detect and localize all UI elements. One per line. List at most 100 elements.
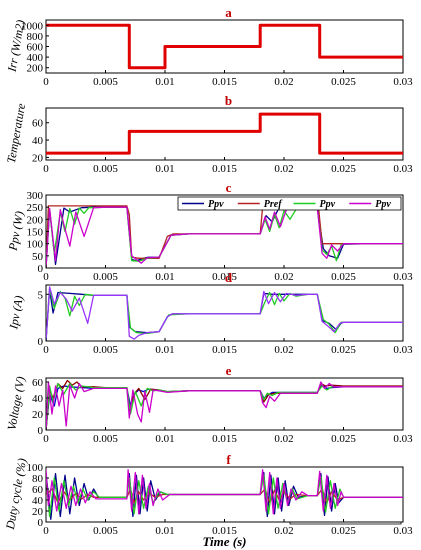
x-tick-label: 0.015 <box>212 344 237 356</box>
x-tick-label: 0 <box>43 433 49 445</box>
series-group <box>46 286 403 341</box>
y-tick-label: 300 <box>27 190 44 202</box>
legend-label: Ppv <box>208 199 224 210</box>
y-tick-label: 80 <box>32 473 44 485</box>
series-line-3 <box>46 381 403 430</box>
x-tick-label: 0 <box>43 271 49 283</box>
y-tick-label: 20 <box>32 409 44 421</box>
x-tick-label: 0.03 <box>393 76 413 88</box>
y-axis-label: Ppv (W) <box>6 210 27 252</box>
x-tick-label: 0.02 <box>274 76 293 88</box>
y-tick-label: 100 <box>27 462 44 474</box>
x-tick-label: 0.005 <box>93 163 118 175</box>
x-tick-label: 0.03 <box>393 271 413 283</box>
panel-title: e <box>226 363 232 378</box>
legend-label: Ppv <box>320 199 336 210</box>
x-tick-label: 0.025 <box>331 163 356 175</box>
y-tick-label: 20 <box>32 152 44 164</box>
y-tick-label: 50 <box>32 251 44 263</box>
x-tick-label: 0.03 <box>393 344 413 356</box>
x-tick-label: 0.03 <box>393 525 413 537</box>
panel-title: b <box>225 93 232 108</box>
series-line-3 <box>46 469 403 515</box>
y-axis-label: Duty cycle (%) <box>3 457 29 531</box>
panel-a: a 0 0.005 0.01 0.015 0.02 0.025 0.03 20040060080… <box>4 5 413 88</box>
x-tick-label: 0.01 <box>155 163 174 175</box>
y-tick-label: 0 <box>38 336 44 348</box>
x-tick-label: 0 <box>43 525 49 537</box>
x-tick-label: 0 <box>43 76 49 88</box>
panel-title: a <box>225 5 232 20</box>
series-group <box>46 112 403 155</box>
y-tick-label: 100 <box>27 239 44 251</box>
y-tick-label: 40 <box>32 135 44 147</box>
y-tick-label: 40 <box>32 393 44 405</box>
x-tick-label: 0 <box>43 163 49 175</box>
legend-label: Ppv <box>375 199 391 210</box>
x-tick-label: 0.015 <box>212 76 237 88</box>
y-tick-label: 600 <box>27 42 44 54</box>
y-tick-label: 800 <box>27 31 44 43</box>
x-tick-label: 0.01 <box>155 271 174 283</box>
x-tick-label: 0.02 <box>274 433 293 445</box>
panel-d: d 0 0.005 0.01 0.015 0.02 0.025 0.03 0 5 Ipv (A) <box>6 270 413 356</box>
x-tick-label: 0.025 <box>331 433 356 445</box>
panel-b: b 0 0.005 0.01 0.015 0.02 0.025 0.03 20 40 60 Tempe… <box>4 93 413 175</box>
y-tick-label: 150 <box>27 227 44 239</box>
series-line-0 <box>46 112 403 155</box>
x-tick-label: 0.025 <box>331 271 356 283</box>
x-tick-label: 0.015 <box>212 433 237 445</box>
x-tick-label: 0.025 <box>331 76 356 88</box>
y-tick-label: 200 <box>27 63 44 75</box>
x-tick-label: 0 <box>43 344 49 356</box>
y-tick-label: 0 <box>38 263 44 275</box>
y-tick-label: 1000 <box>21 20 44 32</box>
legend-box <box>177 196 402 211</box>
x-tick-label: 0.01 <box>155 433 174 445</box>
x-tick-label: 0.01 <box>155 525 174 537</box>
series-group <box>46 23 403 70</box>
x-tick-label: 0.02 <box>274 271 293 283</box>
x-tick-label: 0.03 <box>393 433 413 445</box>
series-group <box>46 469 403 520</box>
panel-f: f0 0.005 0.01 0.015 0.02 0.025 0.0302040608010… <box>3 452 413 549</box>
x-tick-label: 0.01 <box>155 76 174 88</box>
y-tick-label: 60 <box>32 377 44 389</box>
x-tick-label: 0.02 <box>274 344 293 356</box>
y-tick-label: 0 <box>38 517 44 529</box>
x-tick-label: 0.005 <box>93 76 118 88</box>
x-tick-label: 0.01 <box>155 344 174 356</box>
panel-title: c <box>226 180 232 195</box>
plot-frame <box>45 107 404 161</box>
legend-label: Pref <box>264 199 283 210</box>
x-tick-label: 0.025 <box>331 344 356 356</box>
y-tick-label: 60 <box>32 484 44 496</box>
x-tick-label: 0.025 <box>331 525 356 537</box>
y-tick-label: 250 <box>27 202 44 214</box>
series-line-2 <box>46 286 403 341</box>
panel-title: f <box>226 452 231 467</box>
x-tick-label: 0.005 <box>93 271 118 283</box>
x-tick-label: 0.015 <box>212 525 237 537</box>
panel-title: d <box>225 270 233 285</box>
series-group <box>46 205 403 268</box>
x-tick-label: 0.005 <box>93 344 118 356</box>
x-tick-label: 0.015 <box>212 163 237 175</box>
series-line-3 <box>46 206 403 268</box>
y-axis-label: Temperature <box>4 102 28 165</box>
x-tick-label: 0.02 <box>274 525 293 537</box>
x-tick-label: 0.005 <box>93 433 118 445</box>
x-axis-label: Time (s) <box>203 534 247 549</box>
plot-frame <box>45 284 404 342</box>
y-axis-label: Ipv (A) <box>6 295 26 332</box>
x-tick-label: 0.02 <box>274 163 293 175</box>
panel-c: c0 0.005 0.01 0.015 0.02 0.025 0.0305010015020… <box>6 180 414 283</box>
y-tick-label: 0 <box>38 425 44 437</box>
x-tick-label: 0.015 <box>212 271 237 283</box>
series-line-2 <box>46 382 403 430</box>
y-tick-label: 60 <box>32 118 44 130</box>
y-tick-label: 200 <box>27 214 44 226</box>
series-line-0 <box>46 23 403 70</box>
y-axis-label: Voltage (V) <box>4 375 27 431</box>
